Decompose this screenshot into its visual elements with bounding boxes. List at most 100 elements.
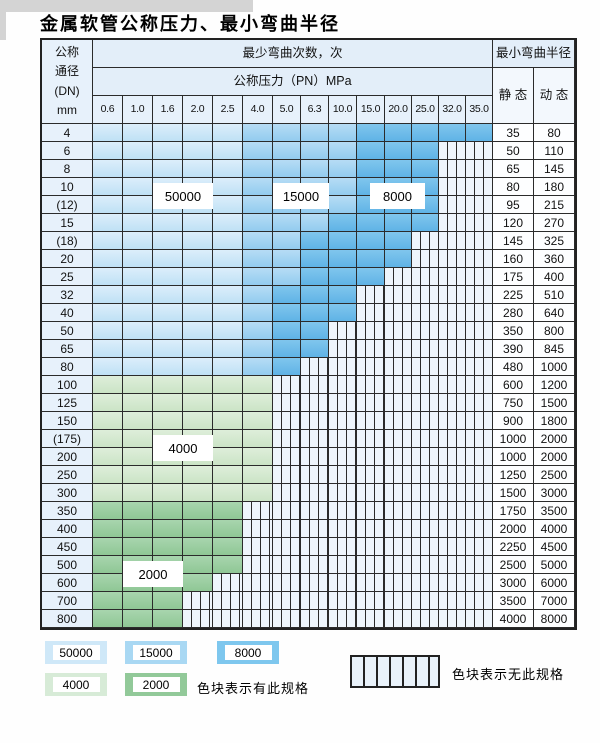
- grid-cell-h: [385, 574, 412, 592]
- grid-cell-h: [357, 574, 385, 592]
- grid-cell-m: [273, 268, 301, 286]
- grid-cell-h: [329, 394, 357, 412]
- grid-cell-h: [385, 412, 412, 430]
- dn-cell: 350: [42, 502, 93, 520]
- grid-cell-h: [329, 358, 357, 376]
- grid-cell-l: [93, 232, 123, 250]
- grid-cell-g2: [123, 520, 153, 538]
- grid-cell-d: [357, 142, 385, 160]
- legend-present-note: 色块表示有此规格: [197, 681, 310, 696]
- grid-cell-g2: [153, 610, 183, 628]
- grid-cell-h: [412, 394, 439, 412]
- static-value-cell: 80: [493, 178, 534, 196]
- static-value-cell: 280: [493, 304, 534, 322]
- grid-cell-h: [466, 448, 493, 466]
- grid-cell-h: [466, 178, 493, 196]
- grid-cell-h: [439, 358, 466, 376]
- grid-cell-g4: [93, 466, 123, 484]
- grid-cell-l: [213, 322, 243, 340]
- grid-cell-h: [357, 538, 385, 556]
- grid-cell-d: [273, 286, 301, 304]
- grid-cell-d: [412, 214, 439, 232]
- grid-cell-h: [329, 556, 357, 574]
- grid-cell-d: [329, 214, 357, 232]
- dn-cell: 40: [42, 304, 93, 322]
- dynamic-value-cell: 800: [534, 322, 575, 340]
- grid-cell-h: [412, 538, 439, 556]
- pressure-tick: 25.0: [412, 96, 439, 124]
- grid-cell-h: [412, 520, 439, 538]
- dn-cell: 20: [42, 250, 93, 268]
- grid-cell-h: [357, 394, 385, 412]
- grid-cell-h: [412, 358, 439, 376]
- grid-cell-m: [243, 358, 273, 376]
- legend-item-label: 4000: [52, 677, 100, 692]
- grid-cell-h: [357, 430, 385, 448]
- grid-cell-l: [213, 178, 243, 196]
- dynamic-value-cell: 8000: [534, 610, 575, 628]
- cycle-count-label: 15000: [273, 183, 329, 209]
- grid-cell-h: [243, 502, 273, 520]
- grid-cell-g4: [243, 484, 273, 502]
- grid-cell-d: [357, 232, 385, 250]
- dn-cell: 300: [42, 484, 93, 502]
- grid-cell-h: [412, 322, 439, 340]
- grid-cell-l: [123, 358, 153, 376]
- grid-cell-l: [93, 286, 123, 304]
- static-value-cell: 160: [493, 250, 534, 268]
- grid-cell-l: [93, 304, 123, 322]
- grid-cell-h: [385, 322, 412, 340]
- grid-cell-h: [466, 340, 493, 358]
- page-title: 金属软管公称压力、最小弯曲半径: [40, 14, 340, 35]
- grid-cell-d: [329, 304, 357, 322]
- dynamic-value-cell: 640: [534, 304, 575, 322]
- static-value-cell: 50: [493, 142, 534, 160]
- grid-cell-g2: [123, 538, 153, 556]
- grid-cell-g2: [93, 610, 123, 628]
- grid-cell-h: [357, 610, 385, 628]
- grid-cell-h: [466, 592, 493, 610]
- grid-cell-g4: [93, 412, 123, 430]
- top-gray-strip: [0, 0, 253, 12]
- grid-cell-h: [273, 556, 301, 574]
- grid-cell-g2: [93, 592, 123, 610]
- pressure-tick: 2.0: [183, 96, 213, 124]
- grid-cell-h: [243, 520, 273, 538]
- grid-cell-h: [301, 574, 329, 592]
- grid-cell-h: [357, 466, 385, 484]
- grid-cell-h: [439, 178, 466, 196]
- grid-cell-m: [243, 286, 273, 304]
- grid-cell-h: [183, 592, 213, 610]
- grid-cell-g4: [123, 376, 153, 394]
- grid-cell-g2: [93, 538, 123, 556]
- pressure-tick: 5.0: [273, 96, 301, 124]
- pressure-tick: 10.0: [329, 96, 357, 124]
- grid-cell-l: [123, 124, 153, 142]
- grid-cell-l: [183, 250, 213, 268]
- grid-cell-g4: [93, 448, 123, 466]
- pressure-tick: 6.3: [301, 96, 329, 124]
- grid-cell-d: [329, 250, 357, 268]
- grid-cell-h: [385, 448, 412, 466]
- grid-cell-l: [183, 358, 213, 376]
- grid-cell-l: [93, 250, 123, 268]
- grid-cell-h: [412, 448, 439, 466]
- grid-cell-l: [153, 340, 183, 358]
- grid-cell-l: [123, 250, 153, 268]
- grid-cell-l: [153, 250, 183, 268]
- grid-cell-h: [385, 268, 412, 286]
- grid-cell-h: [412, 286, 439, 304]
- grid-cell-g4: [93, 484, 123, 502]
- grid-cell-d: [357, 214, 385, 232]
- grid-cell-d: [385, 250, 412, 268]
- grid-cell-m: [329, 142, 357, 160]
- grid-cell-g4: [213, 376, 243, 394]
- grid-cell-h: [357, 358, 385, 376]
- grid-cell-l: [213, 214, 243, 232]
- grid-cell-h: [466, 376, 493, 394]
- grid-cell-d: [329, 232, 357, 250]
- grid-cell-l: [93, 160, 123, 178]
- grid-cell-h: [357, 448, 385, 466]
- grid-cell-l: [153, 160, 183, 178]
- grid-cell-h: [329, 592, 357, 610]
